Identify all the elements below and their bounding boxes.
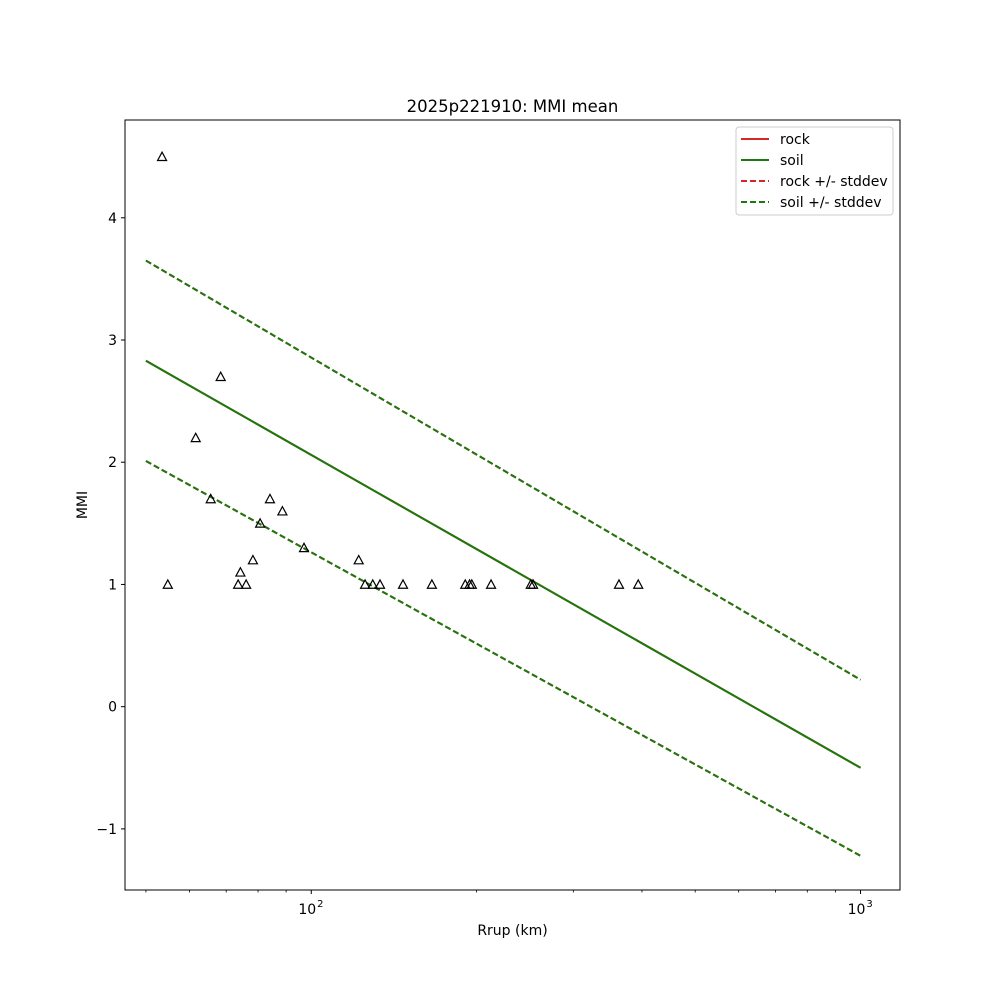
observation-marker (359, 578, 371, 589)
observation-marker (276, 505, 288, 516)
observation-marker (426, 578, 438, 589)
series-line-1 (145, 359, 862, 769)
series-upper-line-3 (145, 259, 862, 681)
legend-label: soil (780, 153, 804, 169)
legend-label: rock (780, 132, 811, 148)
chart-title: 2025p221910: MMI mean (407, 97, 619, 116)
x-axis-label: Rrup (km) (477, 923, 547, 939)
observation-marker (247, 554, 259, 565)
plot-area (145, 150, 862, 857)
observation-marker (527, 578, 539, 589)
observation-marker (190, 432, 202, 443)
observation-marker (485, 578, 497, 589)
observation-marker (234, 566, 246, 577)
observation-marker (254, 517, 266, 528)
y-tick-label: 3 (108, 333, 117, 349)
y-tick-label: 2 (108, 455, 117, 471)
observation-marker (205, 493, 217, 504)
legend-box (735, 126, 894, 216)
legend-label: rock +/- stddev (780, 174, 888, 190)
observation-marker (466, 578, 478, 589)
x-tick-label-exponent: 2 (317, 899, 323, 910)
plot-frame (124, 119, 901, 891)
observation-marker (613, 578, 625, 589)
y-tick-label: 4 (108, 211, 117, 227)
observation-marker (397, 578, 409, 589)
observation-marker (353, 554, 365, 565)
x-tick-label-exponent: 3 (866, 899, 872, 910)
x-tick-label: 10 (298, 902, 316, 918)
observation-marker (374, 578, 386, 589)
y-tick-label: 0 (108, 700, 117, 716)
observation-marker (240, 578, 252, 589)
legend: rock soil rock +/- stddev soil +/- stddev (735, 126, 894, 216)
observation-marker (232, 578, 244, 589)
observation-marker (367, 578, 379, 589)
y-axis-label: MMI (75, 491, 91, 519)
observation-marker (632, 578, 644, 589)
observation-marker (264, 493, 276, 504)
observation-marker (156, 150, 168, 162)
y-tick-label: −1 (96, 822, 117, 838)
observation-marker (298, 542, 310, 553)
x-tick-label: 10 (848, 902, 866, 918)
observation-marker (162, 578, 174, 589)
observation-marker (215, 370, 227, 382)
legend-label: soil +/- stddev (780, 195, 882, 211)
y-tick-label: 1 (108, 577, 117, 593)
